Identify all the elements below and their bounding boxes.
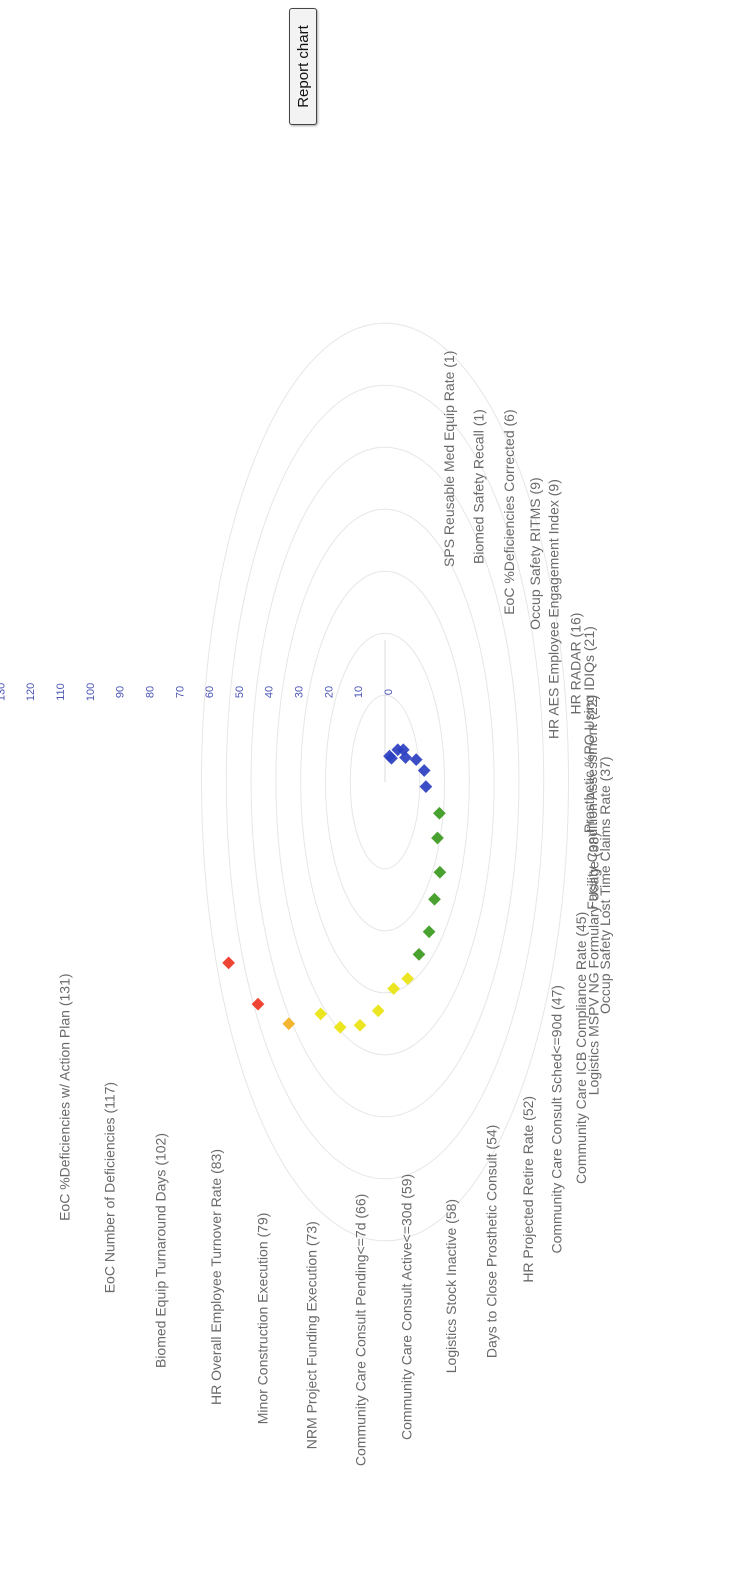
radial-tick-label: 80 xyxy=(144,686,156,698)
category-label: Community Care ICB Compliance Rate (45) xyxy=(573,912,589,1184)
data-point xyxy=(251,997,265,1011)
data-point-marker xyxy=(401,972,415,985)
radial-tick-label: 90 xyxy=(115,686,127,698)
data-point xyxy=(353,1018,367,1032)
category-label: Community Care Consult Active<=30d (59) xyxy=(399,1174,415,1440)
grid-ring xyxy=(200,322,570,1242)
category-label: SPS Reusable Med Equip Rate (1) xyxy=(441,351,457,567)
category-label: Biomed Equip Turnaround Days (102) xyxy=(152,1133,168,1368)
radial-tick-label: 110 xyxy=(55,683,67,701)
radial-tick-label: 40 xyxy=(264,686,276,698)
data-point xyxy=(222,956,235,970)
data-point-marker xyxy=(419,780,433,793)
category-label: HR RADAR (16) xyxy=(567,613,583,715)
category-label: HR Overall Employee Turnover Rate (83) xyxy=(208,1149,224,1405)
radial-tick-label: 0 xyxy=(383,689,395,695)
radial-tick-label: 30 xyxy=(294,686,306,698)
radial-tick-label: 20 xyxy=(323,686,335,698)
data-point xyxy=(419,780,433,793)
category-label: NRM Project Funding Execution (73) xyxy=(304,1221,320,1449)
report-chart-button[interactable]: Report chart xyxy=(289,8,317,125)
data-point xyxy=(282,1017,296,1031)
data-point-marker xyxy=(412,948,426,961)
category-label: Community Care Consult Pending<=7d (66) xyxy=(352,1194,368,1466)
data-point xyxy=(433,865,447,879)
category-labels: SPS Reusable Med Equip Rate (1) Biomed Sa… xyxy=(57,351,613,1466)
radial-tick-label: 50 xyxy=(234,686,246,698)
category-label: EoC Number of Deficiencies (117) xyxy=(102,1082,118,1293)
category-label: Logistics MSPV NG Formulary Usage (38) xyxy=(585,832,601,1095)
data-point-marker xyxy=(251,997,265,1011)
radial-tick-label: 120 xyxy=(25,683,37,701)
category-label: Days to Close Prosthetic Consult (54) xyxy=(483,1125,499,1358)
category-label: Prosthetic %PO Using IDIQs (21) xyxy=(581,626,597,833)
radial-tick-label: 70 xyxy=(174,686,186,698)
radial-tick-label: 60 xyxy=(204,686,216,698)
radial-tick-label: 130 xyxy=(0,683,7,701)
category-label: Facility Condition Assessment (22) xyxy=(584,695,600,910)
category-label: EoC %Deficiencies Corrected (6) xyxy=(501,409,517,614)
category-label: Biomed Safety Recall (1) xyxy=(470,409,486,564)
data-point-marker xyxy=(371,1004,385,1018)
radial-tick-label: 100 xyxy=(85,683,97,701)
category-label: Occup Safety RITMS (9) xyxy=(527,477,543,629)
data-point-marker xyxy=(333,1020,347,1034)
data-point-marker xyxy=(422,925,436,939)
data-point-marker xyxy=(282,1017,296,1031)
data-points xyxy=(222,743,447,1034)
data-point xyxy=(401,972,415,985)
category-label: HR AES Employee Engagement Index (9) xyxy=(546,479,562,739)
category-label: Occup Safety Lost Time Claims Rate (37) xyxy=(597,756,613,1014)
data-point-marker xyxy=(431,831,444,845)
data-point xyxy=(371,1004,385,1018)
data-point xyxy=(428,892,441,906)
data-point xyxy=(333,1020,347,1034)
data-point xyxy=(412,948,426,961)
report-chart-button-label: Report chart xyxy=(294,25,312,108)
data-point xyxy=(409,753,423,766)
category-label: Minor Construction Execution (79) xyxy=(255,1213,271,1425)
grid-layer xyxy=(200,322,570,1242)
grid-ring xyxy=(275,508,495,1056)
data-point-marker xyxy=(353,1018,367,1032)
category-label: HR Projected Retire Rate (52) xyxy=(520,1096,536,1283)
data-point-marker xyxy=(222,956,235,970)
category-label: Community Care Consult Sched<=90d (47) xyxy=(549,985,565,1253)
grid-ring xyxy=(300,570,470,994)
data-point xyxy=(422,925,436,939)
grid-ring xyxy=(225,384,545,1180)
category-label: Logistics Stock Inactive (58) xyxy=(443,1199,459,1373)
radial-tick-label: 10 xyxy=(353,686,365,698)
grid-ring xyxy=(324,632,446,932)
data-point-marker xyxy=(433,865,447,879)
radial-tick-labels: 0102030405060708090100110120130140 xyxy=(0,683,395,701)
data-point-marker xyxy=(428,892,441,906)
data-point-marker xyxy=(409,753,423,766)
category-label: EoC %Deficiencies w/ Action Plan (131) xyxy=(57,973,73,1220)
grid-ring xyxy=(250,446,520,1118)
data-point xyxy=(431,831,444,845)
